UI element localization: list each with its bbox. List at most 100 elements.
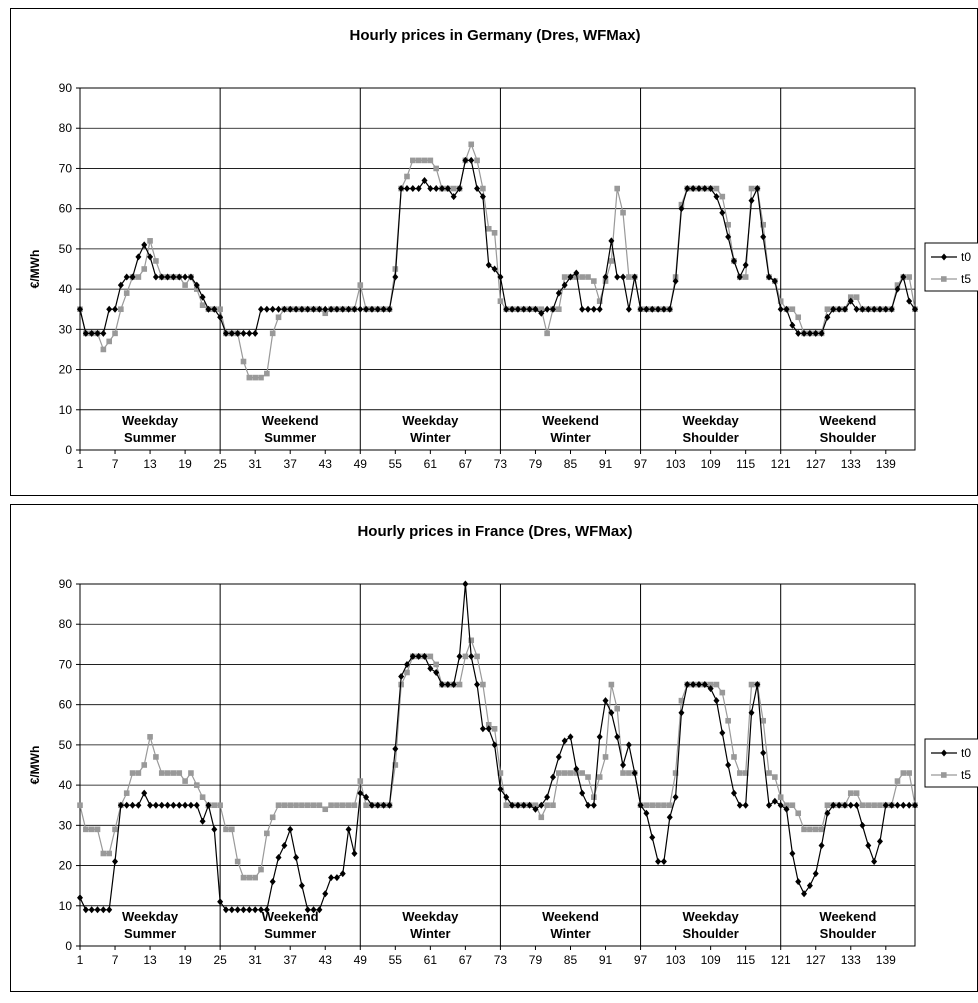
data-point-t5: [252, 374, 258, 381]
data-point-t0: [252, 329, 259, 337]
data-point-t5: [497, 770, 504, 776]
data-point-t0: [100, 329, 107, 337]
data-point-t5: [246, 874, 253, 881]
data-point-t0: [94, 906, 101, 914]
data-point-t0: [789, 321, 796, 329]
data-point-t5: [258, 374, 264, 381]
x-tick-label: 19: [178, 457, 192, 471]
data-point-t5: [853, 294, 860, 300]
data-point-t0: [147, 801, 154, 809]
data-point-t0: [614, 733, 621, 741]
data-point-t5: [363, 802, 369, 809]
data-point-t5: [614, 185, 621, 192]
data-point-t5: [742, 770, 749, 776]
data-point-t0: [112, 858, 119, 866]
data-point-t0: [77, 305, 83, 313]
segment-label-line2: Shoulder: [820, 430, 876, 445]
data-point-t5: [561, 770, 568, 776]
data-point-t0: [847, 801, 854, 809]
data-point-t0: [649, 305, 656, 313]
segment-label-line2: Winter: [410, 430, 450, 445]
data-point-t5: [585, 274, 591, 280]
data-point-t5: [234, 858, 241, 865]
x-tick-label: 79: [529, 953, 543, 967]
legend-label-t0: t0: [961, 746, 971, 760]
data-point-t0: [596, 733, 603, 741]
data-point-t0: [439, 185, 446, 193]
data-point-t5: [591, 794, 597, 800]
data-point-t0: [900, 801, 907, 809]
data-point-t0: [660, 858, 667, 866]
data-point-t5: [304, 802, 311, 809]
data-point-t5: [287, 802, 294, 809]
data-point-t0: [164, 801, 171, 809]
data-point-t5: [556, 770, 562, 776]
data-point-t5: [351, 802, 358, 809]
data-point-t0: [380, 305, 387, 313]
data-point-t0: [865, 305, 872, 313]
data-point-t5: [106, 338, 112, 345]
data-point-t0: [228, 906, 235, 914]
data-point-t0: [695, 681, 702, 689]
x-tick-label: 103: [666, 953, 686, 967]
data-point-t5: [433, 165, 439, 172]
data-point-t0: [269, 305, 276, 313]
data-point-t5: [269, 330, 276, 337]
data-point-t0: [876, 837, 883, 845]
x-tick-label: 91: [599, 457, 613, 471]
segment-label-line2: Shoulder: [682, 926, 738, 941]
x-tick-label: 1: [77, 953, 84, 967]
y-tick-label: 90: [59, 81, 73, 95]
y-tick-label: 50: [59, 738, 73, 752]
chart-france: Hourly prices in France (Dres, WFMax) 0 10…: [28, 523, 978, 967]
data-point-t0: [187, 273, 194, 281]
data-point-t0: [433, 185, 440, 193]
data-point-t0: [322, 890, 329, 898]
data-point-t0: [386, 305, 393, 313]
data-point-t0: [450, 193, 457, 201]
segment-label-line1: Weekend: [542, 909, 599, 924]
x-tick-label: 13: [143, 457, 157, 471]
data-point-t0: [707, 685, 714, 693]
data-point-t0: [754, 681, 761, 689]
data-point-t0: [479, 193, 486, 201]
data-point-t0: [713, 193, 720, 201]
data-point-t0: [824, 809, 831, 817]
data-point-t5: [188, 770, 194, 776]
data-point-t5: [906, 274, 912, 280]
data-point-t0: [742, 801, 749, 809]
data-point-t5: [497, 298, 504, 304]
data-point-t0: [841, 305, 848, 313]
data-point-t0: [263, 305, 270, 313]
data-point-t5: [900, 770, 907, 776]
data-point-t0: [590, 305, 597, 313]
data-point-t0: [713, 697, 720, 705]
data-point-t0: [117, 281, 124, 289]
data-point-t0: [725, 233, 732, 241]
x-tick-label: 37: [284, 953, 298, 967]
data-point-t0: [357, 789, 364, 797]
data-point-t0: [579, 789, 586, 797]
data-point-t0: [871, 858, 878, 866]
data-point-t0: [701, 681, 708, 689]
data-point-t5: [678, 697, 685, 704]
data-point-t5: [322, 310, 329, 317]
data-point-t5: [164, 770, 171, 776]
data-point-t0: [491, 741, 498, 749]
data-point-t5: [713, 185, 720, 192]
data-point-t0: [427, 664, 434, 672]
legend-box: [924, 242, 978, 292]
data-point-t0: [88, 906, 95, 914]
data-point-t0: [666, 305, 673, 313]
legend-label-t0: t0: [961, 250, 971, 264]
data-point-t0: [409, 652, 416, 660]
y-tick-label: 60: [59, 698, 73, 712]
data-point-t0: [304, 305, 311, 313]
data-point-t0: [602, 273, 609, 281]
data-point-t5: [100, 346, 107, 353]
data-point-t0: [812, 329, 819, 337]
data-point-t0: [789, 849, 796, 857]
data-point-t0: [485, 261, 492, 269]
data-point-t0: [900, 273, 907, 281]
data-point-t5: [229, 826, 235, 833]
